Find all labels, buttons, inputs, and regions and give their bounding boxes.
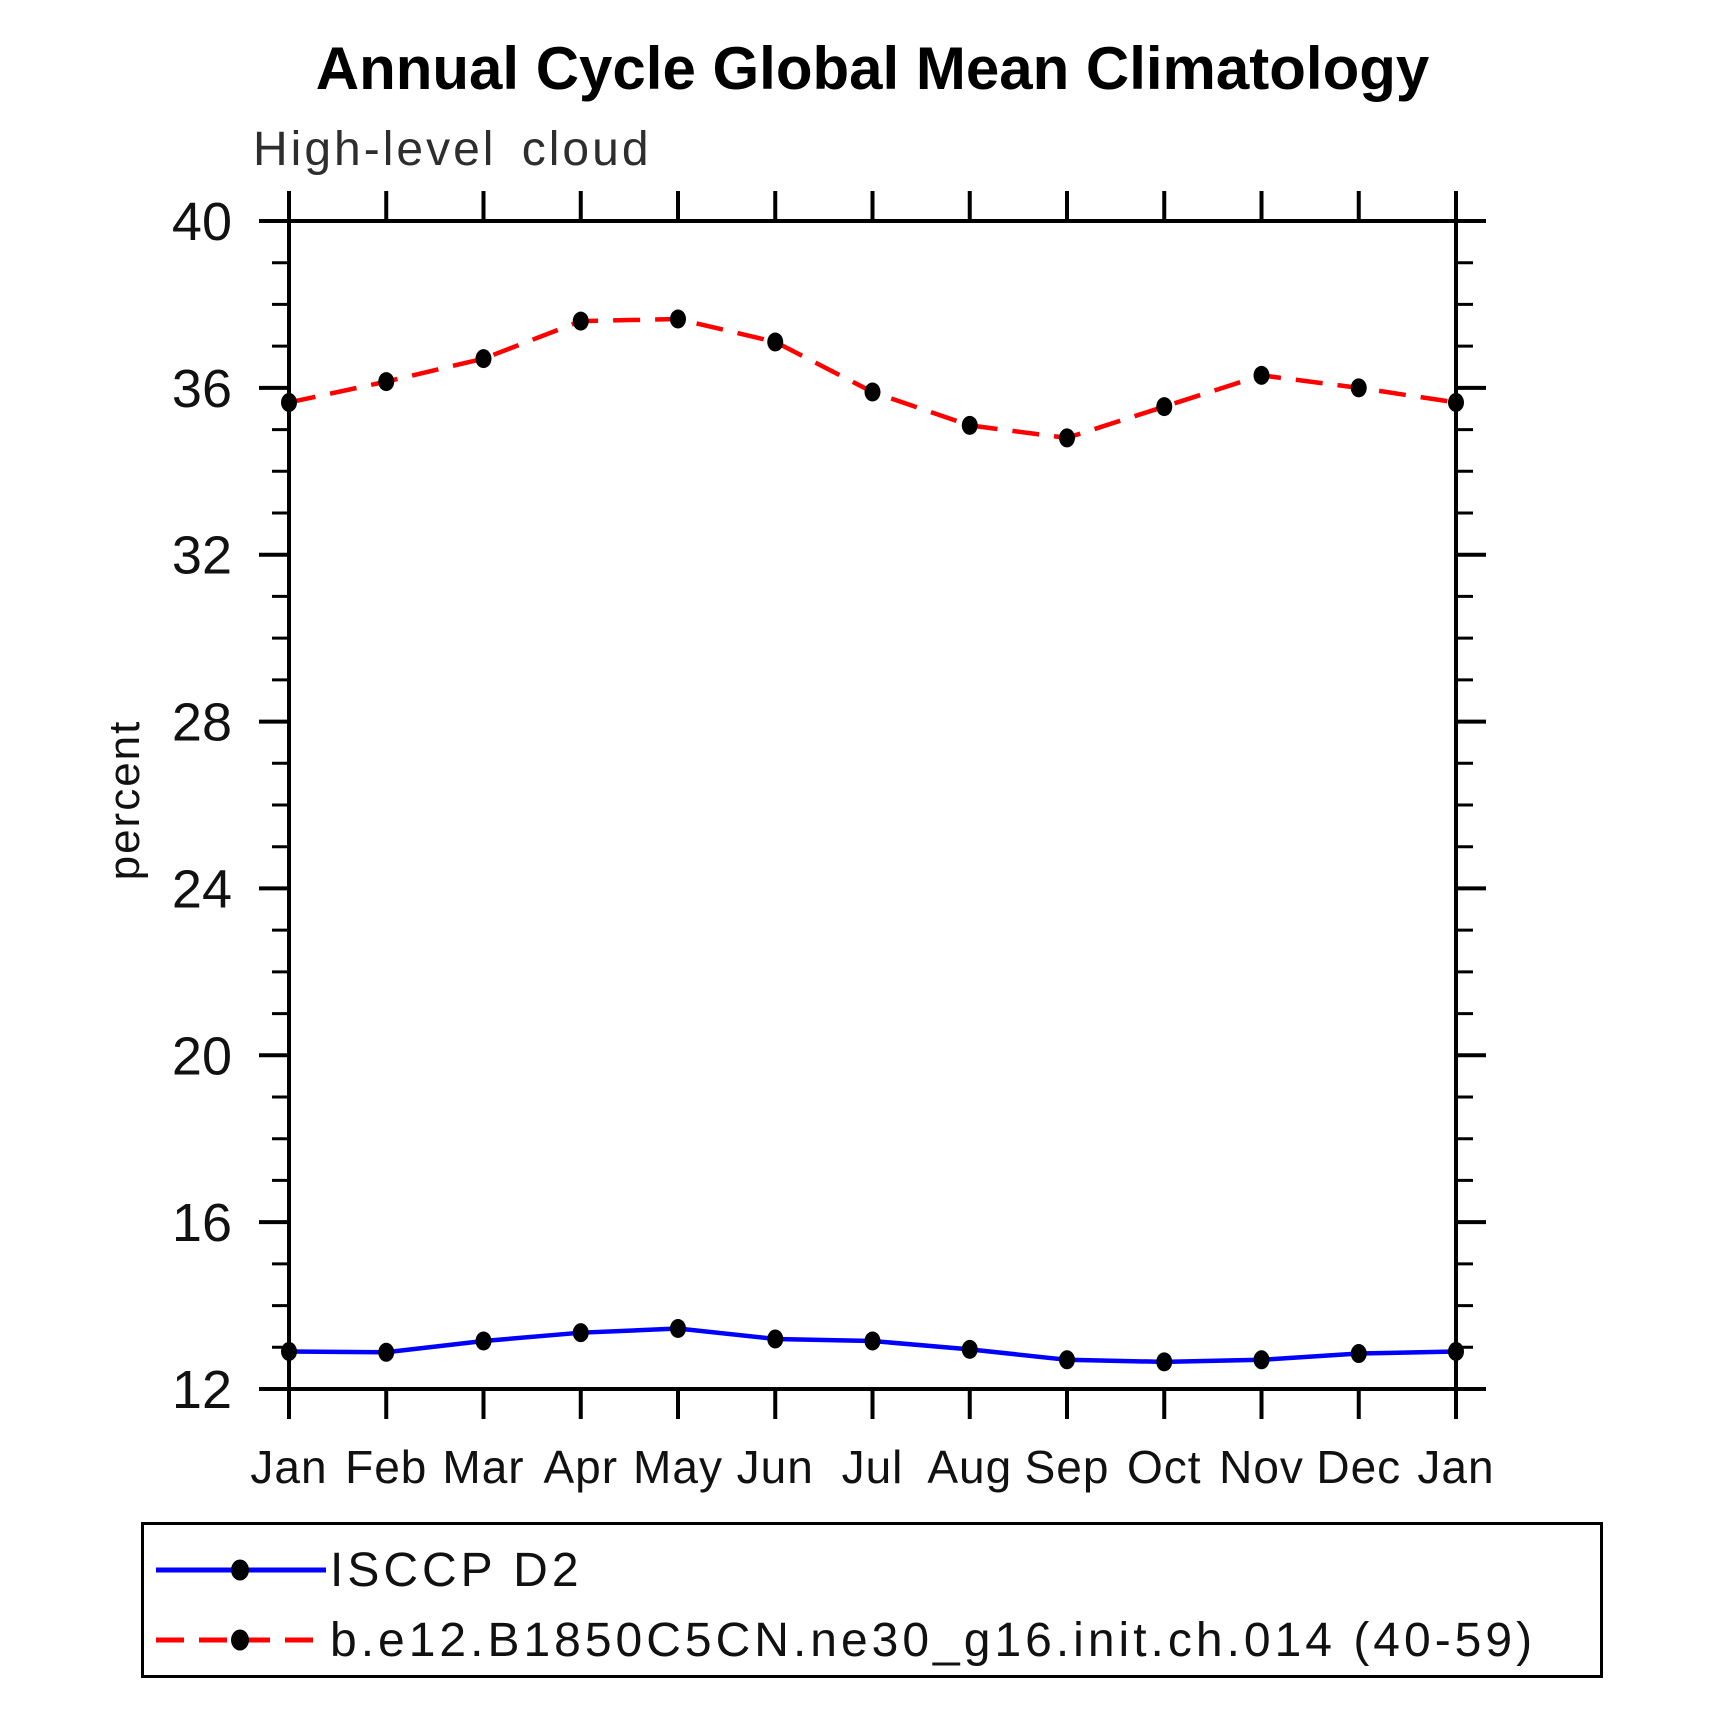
data-point	[1156, 397, 1173, 417]
legend-item: ISCCP D2	[152, 1535, 1600, 1605]
data-point	[1350, 1344, 1367, 1364]
data-point	[1059, 428, 1075, 448]
x-tick-label: Apr	[543, 1441, 618, 1493]
chart-title: Annual Cycle Global Mean Climatology	[315, 35, 1430, 102]
x-tick-label: Jun	[737, 1441, 814, 1493]
series-line-1	[288, 316, 1457, 441]
legend-line-sample	[156, 1629, 326, 1651]
data-point	[1448, 1341, 1464, 1361]
y-tick-label: 24	[172, 859, 232, 919]
y-tick-label: 36	[172, 359, 232, 419]
data-point	[572, 311, 589, 331]
x-tick-label: Jan	[1417, 1441, 1494, 1493]
x-tick-label: Aug	[927, 1441, 1012, 1493]
data-point	[864, 382, 881, 402]
x-tick-label: Jan	[250, 1441, 327, 1493]
data-point	[1350, 378, 1367, 398]
x-tick-label: Dec	[1316, 1441, 1401, 1493]
data-point	[767, 332, 784, 352]
data-point	[378, 1342, 395, 1362]
data-point	[864, 1331, 881, 1351]
data-point	[1448, 392, 1464, 412]
data-point	[475, 349, 492, 369]
y-tick-label: 28	[172, 693, 232, 753]
data-point	[1059, 1350, 1075, 1370]
x-tick-label: May	[633, 1441, 723, 1493]
y-tick-label: 20	[172, 1026, 232, 1086]
y-tick-label: 40	[172, 192, 232, 252]
data-point	[281, 1341, 297, 1361]
y-tick-label: 12	[172, 1360, 232, 1420]
legend-line-sample	[156, 1559, 326, 1581]
data-point	[572, 1323, 589, 1343]
legend-label: b.e12.B1850C5CN.ne30_g16.init.ch.014 (40…	[330, 1613, 1537, 1667]
x-tick-label: Jul	[842, 1441, 904, 1493]
data-point	[1156, 1352, 1173, 1372]
chart-subtitle: High-level cloud	[253, 123, 652, 176]
data-point	[670, 309, 686, 329]
y-tick-label: 16	[172, 1193, 232, 1253]
x-tick-label: Mar	[442, 1441, 524, 1493]
data-point	[767, 1329, 784, 1349]
y-tick-label: 32	[172, 526, 232, 586]
data-point	[1253, 1350, 1270, 1370]
legend-marker-dot	[231, 1559, 249, 1581]
x-tick-label: Sep	[1025, 1441, 1110, 1493]
data-point	[961, 1339, 978, 1359]
data-point	[281, 392, 297, 412]
legend-marker-dot	[231, 1629, 249, 1651]
plot-border	[287, 219, 1458, 1391]
legend-box: ISCCP D2 b.e12.B1850C5CN.ne30_g16.init.ch…	[141, 1522, 1603, 1678]
data-point	[475, 1331, 492, 1351]
x-tick-label: Oct	[1127, 1441, 1202, 1493]
x-tick-label: Nov	[1219, 1441, 1304, 1493]
data-point	[670, 1319, 686, 1339]
data-point	[1253, 365, 1270, 385]
legend-item: b.e12.B1850C5CN.ne30_g16.init.ch.014 (40…	[152, 1605, 1600, 1675]
data-point	[961, 415, 978, 435]
data-point	[378, 372, 395, 392]
legend-label: ISCCP D2	[330, 1543, 583, 1597]
x-tick-label: Feb	[345, 1441, 427, 1493]
